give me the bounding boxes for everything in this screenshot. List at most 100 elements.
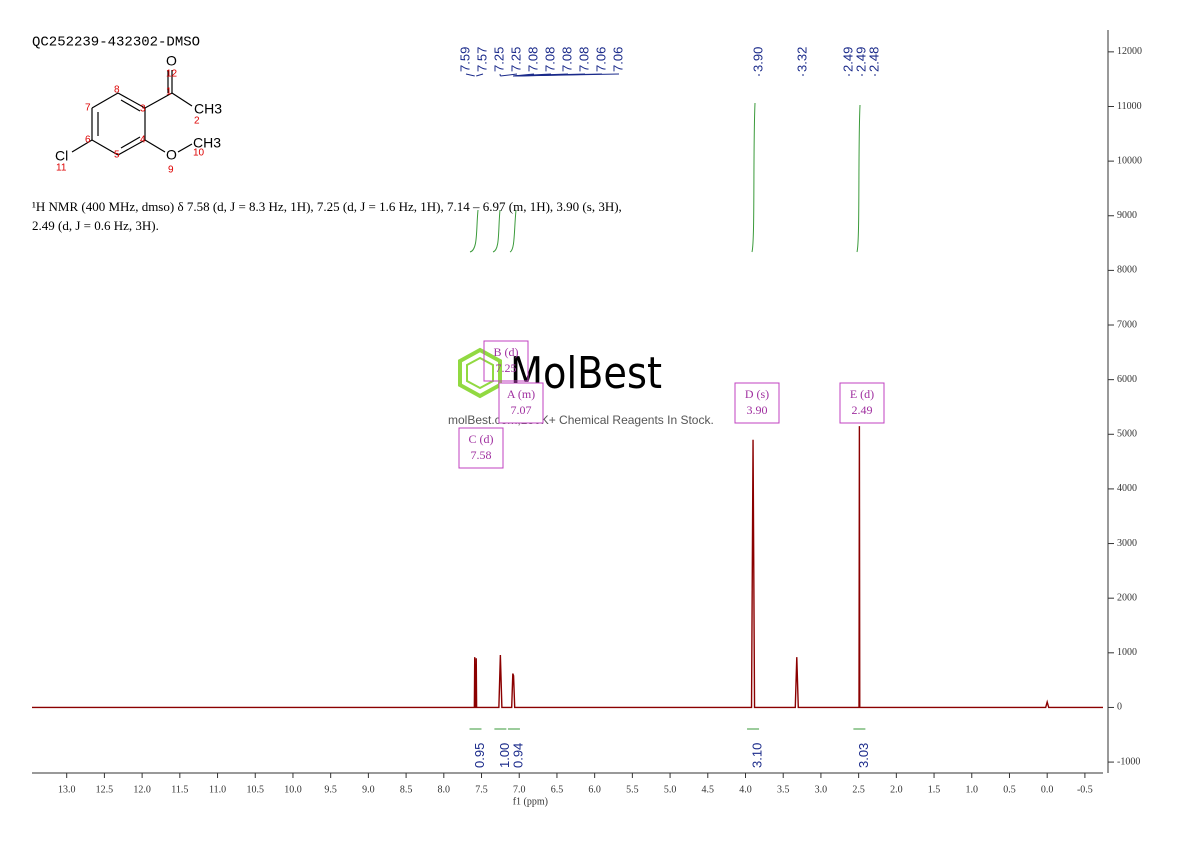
x-tick-label: 7.0	[513, 784, 526, 795]
structure-bonds	[71, 70, 193, 156]
x-axis-label: f1 (ppm)	[513, 796, 548, 807]
peak-label: 7.08	[525, 47, 540, 72]
y-tick-label: 5000	[1117, 429, 1137, 440]
peak-label-leader	[465, 73, 475, 77]
x-tick-label: 2.0	[890, 784, 903, 795]
atom-number: 4	[140, 135, 146, 146]
peak-label: 7.25	[491, 47, 506, 72]
peak-label: 7.08	[542, 47, 557, 72]
multiplet-name: E (d)	[850, 387, 874, 401]
x-tick-label: 7.5	[475, 784, 488, 795]
x-tick-label: 13.0	[58, 784, 76, 795]
y-tick-label: -1000	[1117, 756, 1140, 767]
x-tick-label: 10.0	[284, 784, 302, 795]
multiplet-box	[483, 340, 529, 382]
multiplet-shift: 2.49	[852, 403, 873, 417]
y-tick-label: 8000	[1117, 265, 1137, 276]
atom-number: 12	[166, 69, 178, 80]
peak-label: 7.57	[474, 47, 489, 72]
atom-label: CH3	[194, 101, 222, 117]
atom-label: Cl	[55, 148, 68, 164]
atom-number: 7	[85, 103, 91, 114]
peak-label: 3.32	[794, 47, 809, 72]
nmr-description: ¹H NMR (400 MHz, dmso) δ 7.58 (d, J = 8.…	[32, 199, 622, 233]
x-tick-label: 6.5	[551, 784, 564, 795]
multiplet-shift: 7.25	[496, 361, 517, 375]
y-tick-label: 2000	[1117, 592, 1137, 603]
x-tick-label: 3.5	[777, 784, 790, 795]
x-tick-label: 4.5	[702, 784, 715, 795]
atom-label: O	[166, 53, 177, 69]
atom-label: O	[166, 147, 177, 163]
y-tick-label: 1000	[1117, 647, 1137, 658]
x-tick-label: 11.0	[209, 784, 226, 795]
peak-label: 7.25	[508, 47, 523, 72]
atom-number: 11	[56, 163, 67, 174]
atom-number: 3	[140, 104, 146, 115]
spectrum-line	[32, 426, 1103, 709]
atom-number: 8	[114, 85, 120, 96]
y-tick-label: 10000	[1117, 155, 1142, 166]
y-tick-label: 4000	[1117, 483, 1137, 494]
integral-curves	[469, 102, 861, 253]
atom-number: 6	[85, 135, 91, 146]
multiplet-name: C (d)	[469, 432, 494, 446]
y-tick-label: 6000	[1117, 374, 1137, 385]
x-tick-label: 1.5	[928, 784, 941, 795]
x-tick-label: -0.5	[1077, 784, 1093, 795]
peak-label: 7.06	[610, 47, 625, 72]
atom-number: 2	[194, 116, 200, 127]
atom-number: 9	[168, 165, 174, 176]
x-tick-label: 5.5	[626, 784, 639, 795]
title: QC252239-432302-DMSO	[32, 35, 200, 51]
x-tick-label: 8.0	[438, 784, 451, 795]
y-tick-label: 0	[1117, 702, 1122, 713]
integral-label: 0.94	[510, 743, 525, 768]
x-tick-label: 4.0	[739, 784, 752, 795]
x-tick-label: 12.5	[96, 784, 114, 795]
y-tick-label: 3000	[1117, 538, 1137, 549]
multiplet-shift: 3.90	[747, 403, 768, 417]
x-tick-label: 0.5	[1003, 784, 1016, 795]
peak-label: 7.08	[559, 47, 574, 72]
watermark-tagline: molBest.com,180K+ Chemical Reagents In S…	[448, 413, 714, 427]
multiplet-name: D (s)	[745, 387, 769, 401]
atom-number: 10	[193, 148, 205, 159]
x-tick-label: 11.5	[171, 784, 188, 795]
y-tick-label: 9000	[1117, 210, 1137, 221]
multiplet-name: A (m)	[507, 387, 535, 401]
peak-label: 7.59	[457, 47, 472, 72]
x-tick-label: 0.0	[1041, 784, 1054, 795]
multiplet-box	[458, 427, 504, 469]
peak-label-leader	[514, 73, 620, 77]
y-tick-label: 12000	[1117, 46, 1142, 57]
x-tick-label: 9.0	[362, 784, 375, 795]
peak-label: 3.90	[750, 47, 765, 72]
multiplet-shift: 7.58	[471, 448, 492, 462]
peak-label-leader	[476, 73, 484, 77]
x-tick-label: 5.0	[664, 784, 677, 795]
watermark-logo	[458, 347, 502, 399]
x-tick-label: 8.5	[400, 784, 413, 795]
peak-label: 7.08	[576, 47, 591, 72]
atom-label: CH3	[193, 135, 221, 151]
peak-label: 2.49	[853, 47, 868, 72]
integral-label: 1.00	[497, 743, 512, 768]
multiplet-name: B (d)	[494, 345, 519, 359]
integral-label: 3.10	[749, 743, 764, 768]
x-tick-label: 3.0	[815, 784, 828, 795]
x-tick-label: 6.0	[588, 784, 601, 795]
multiplet-box	[498, 382, 544, 424]
integral-label: 0.95	[472, 743, 487, 768]
x-tick-label: 12.0	[133, 784, 151, 795]
peak-label: 7.06	[593, 47, 608, 72]
x-tick-label: 2.5	[852, 784, 865, 795]
multiplet-box	[734, 382, 780, 424]
x-tick-label: 9.5	[324, 784, 337, 795]
integral-label: 3.03	[856, 743, 871, 768]
atom-number: 5	[114, 150, 120, 161]
y-tick-label: 7000	[1117, 319, 1137, 330]
multiplet-box	[839, 382, 885, 424]
x-tick-label: 1.0	[966, 784, 979, 795]
